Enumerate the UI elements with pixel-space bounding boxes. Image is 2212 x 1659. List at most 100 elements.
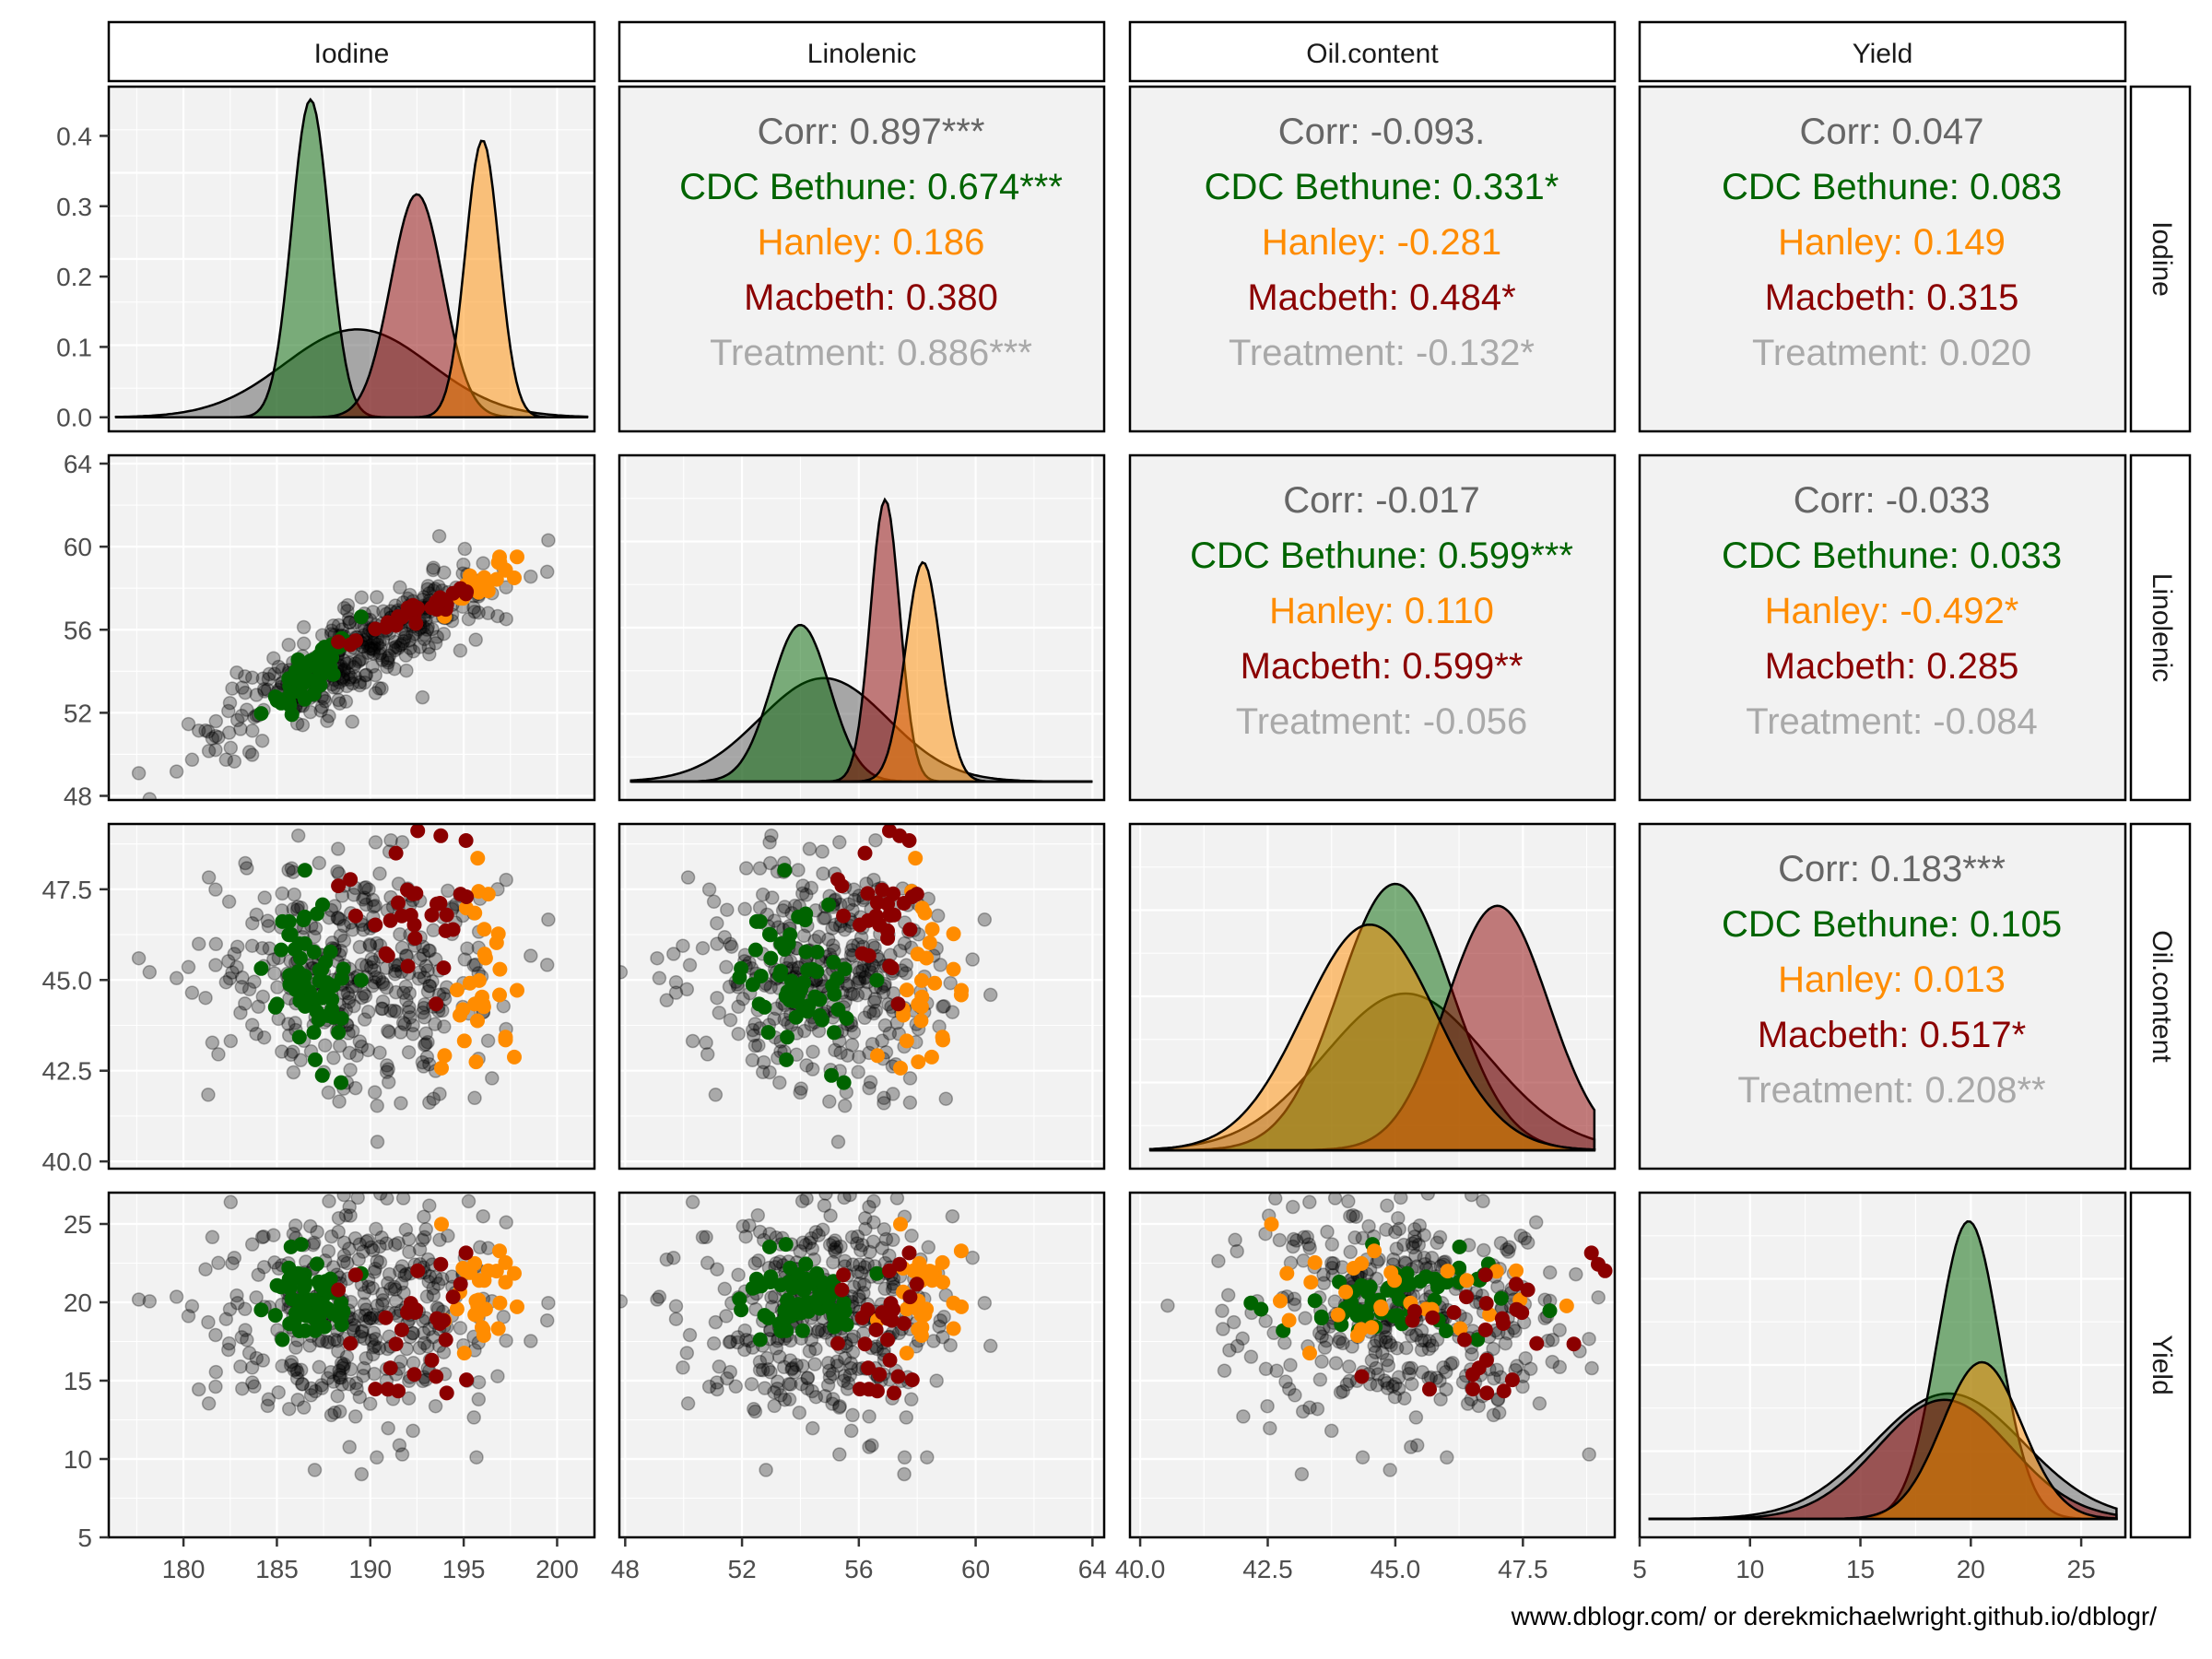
y-axis-oil-content: 40.042.545.047.5 (42, 876, 109, 1176)
point-all (863, 1005, 877, 1019)
point-all (1310, 1401, 1325, 1417)
point-all (358, 668, 373, 683)
point-all (769, 1341, 784, 1356)
point-all (332, 1363, 347, 1378)
point-all (619, 965, 629, 980)
point-cdc-bethune (1359, 1303, 1373, 1319)
point-macbeth (857, 1336, 873, 1352)
point-macbeth (453, 887, 468, 902)
point-all (205, 1035, 220, 1051)
point-all (296, 1400, 312, 1415)
point-all (308, 1383, 323, 1399)
point-all (666, 947, 681, 961)
point-all (354, 1324, 370, 1339)
point-all (1582, 1447, 1596, 1462)
point-all (1487, 1371, 1501, 1386)
point-all (332, 1404, 347, 1419)
point-all (1387, 1389, 1403, 1405)
y-tick-label: 5 (77, 1524, 92, 1552)
point-all (245, 915, 260, 931)
point-all (1408, 1410, 1424, 1425)
point-all (769, 1255, 783, 1271)
point-all (499, 611, 513, 627)
point-macbeth (410, 824, 426, 839)
point-hanley (456, 1346, 472, 1361)
point-macbeth (347, 908, 363, 924)
point-all (229, 712, 245, 728)
point-all (728, 1379, 744, 1394)
point-all (359, 1313, 374, 1329)
point-all (868, 1003, 884, 1018)
point-cdc-bethune (827, 1319, 842, 1335)
point-all (1523, 1361, 1538, 1376)
point-hanley (922, 935, 937, 950)
point-all (286, 1065, 301, 1080)
point-macbeth (343, 1335, 359, 1351)
panel-border (618, 822, 1106, 1171)
point-all (417, 627, 432, 642)
point-all (308, 921, 324, 936)
point-all (1355, 1450, 1371, 1465)
point-all (394, 1447, 410, 1462)
point-all (466, 958, 481, 973)
point-all (747, 1401, 761, 1417)
point-all (1423, 1370, 1439, 1385)
point-all (379, 1236, 394, 1251)
point-all (852, 974, 867, 989)
point-all (221, 1335, 237, 1351)
point-macbeth (869, 1383, 885, 1399)
point-all (394, 1354, 408, 1370)
point-cdc-bethune (827, 986, 842, 1002)
point-cdc-bethune (777, 863, 793, 878)
point-all (421, 640, 436, 655)
point-cdc-bethune (1493, 1290, 1509, 1306)
point-all (303, 1381, 319, 1396)
point-all (411, 971, 427, 986)
point-all (262, 666, 277, 682)
point-all (737, 1323, 752, 1338)
point-macbeth (896, 896, 912, 911)
point-all (420, 1252, 436, 1267)
point-all (929, 1373, 944, 1388)
point-all (349, 1382, 364, 1396)
point-all (755, 887, 771, 902)
point-all (805, 1241, 820, 1256)
point-hanley (434, 1217, 449, 1232)
point-cdc-bethune (274, 942, 289, 958)
point-all (685, 1194, 700, 1210)
point-cdc-bethune (824, 1067, 840, 1083)
point-all (296, 619, 312, 635)
point-all (238, 1323, 253, 1337)
point-all (750, 1207, 766, 1223)
point-all (857, 1260, 872, 1275)
point-all (456, 557, 471, 572)
point-all (355, 1324, 370, 1338)
point-all (845, 986, 861, 1002)
point-all (238, 1301, 253, 1317)
point-all (406, 643, 421, 659)
point-cdc-bethune (869, 972, 885, 988)
point-all (428, 636, 443, 651)
point-cdc-bethune (752, 1332, 768, 1347)
point-all (266, 952, 281, 967)
point-cdc-bethune (297, 863, 312, 878)
point-all (1378, 1330, 1394, 1345)
point-all (372, 1045, 387, 1060)
point-all (352, 939, 368, 955)
point-all (1324, 1255, 1339, 1271)
point-all (1312, 1372, 1328, 1387)
point-all (1287, 1297, 1302, 1312)
point-all (267, 666, 282, 681)
point-all (877, 1090, 891, 1106)
point-all (770, 1381, 785, 1396)
point-cdc-bethune (757, 999, 772, 1015)
point-all (755, 1065, 771, 1080)
point-hanley (1303, 1275, 1319, 1290)
point-macbeth (1354, 1369, 1370, 1384)
point-hanley (477, 950, 493, 966)
point-all (357, 890, 372, 905)
point-macbeth (861, 912, 876, 928)
point-all (935, 1329, 950, 1345)
point-hanley (1440, 1264, 1455, 1279)
